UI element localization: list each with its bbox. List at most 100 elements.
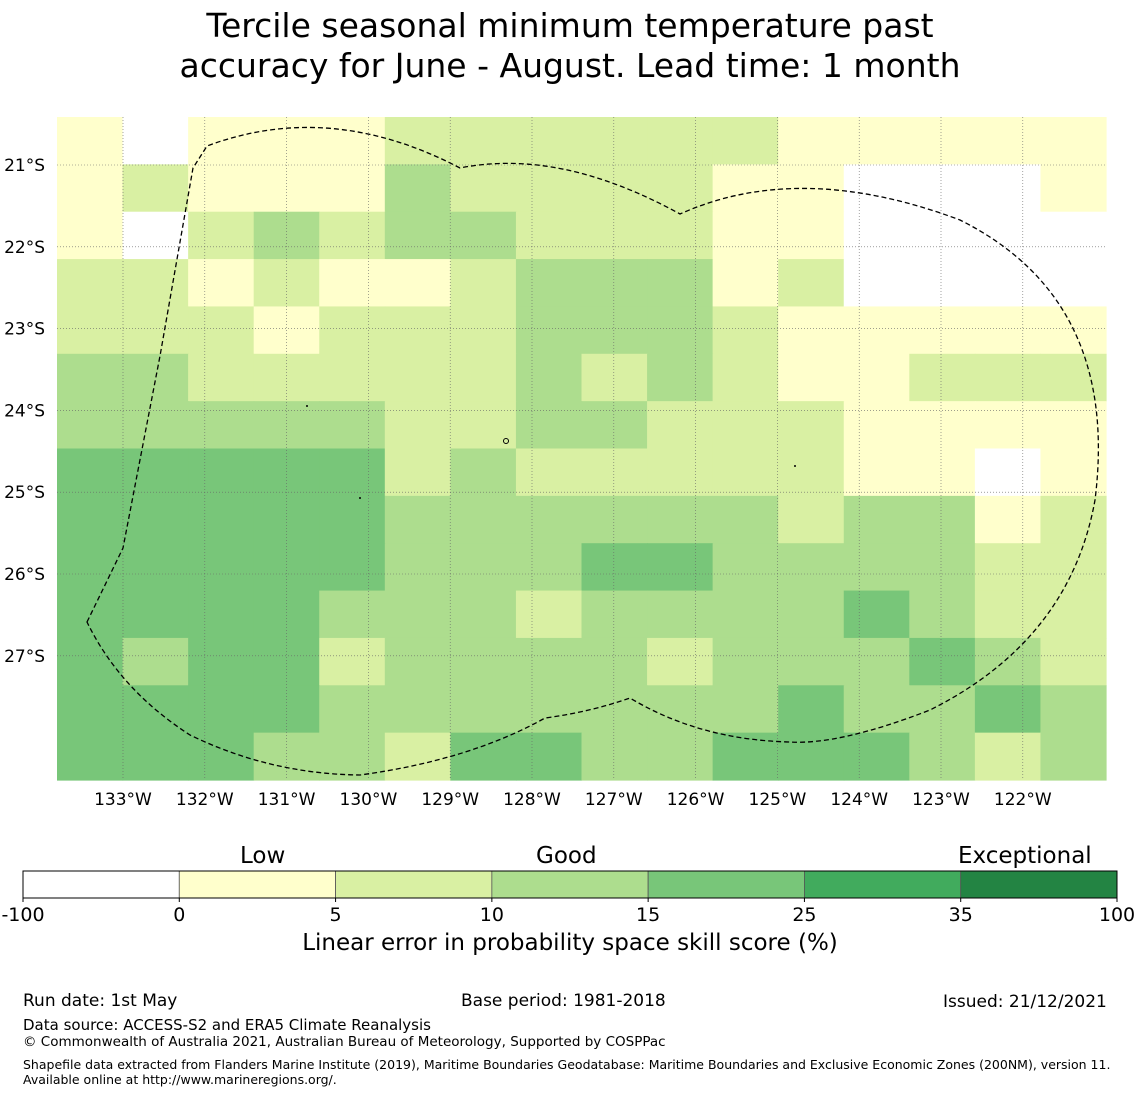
grid-cell [778,259,845,308]
colorbar-segment [335,870,493,899]
grid-cell [647,543,714,592]
grid-cell [974,306,1042,355]
grid-cell [843,732,910,781]
grid-cell [515,306,583,355]
grid-cell [319,543,386,592]
grid-cell [843,259,910,308]
colorbar-segment [22,870,180,899]
latitude-label: 23°S [4,320,45,340]
grid-cell [843,685,910,734]
grid-cell [1040,259,1107,308]
grid-cell [909,117,976,165]
grid-cell [515,685,583,734]
colorbar-tick-label: 15 [636,904,660,926]
skill-grid [57,117,1107,781]
colorbar-segment [804,870,962,899]
grid-cell [450,164,517,213]
grid-cell [909,164,976,213]
grid-cell [57,495,124,544]
grid-cell [778,637,845,686]
grid-cell [1040,590,1107,639]
island [503,438,509,444]
grid-cell [712,543,779,592]
latitude-label: 24°S [4,401,45,421]
grid-cell [647,732,714,781]
grid-cell [384,117,451,165]
grid-cell [843,117,910,165]
grid-cell [581,685,648,734]
grid-cell [319,637,386,686]
graticule [57,117,1106,780]
grid-cell [909,211,976,260]
longitude-label: 126°W [667,790,725,810]
grid-cell [384,685,451,734]
grid-cell [778,211,845,260]
grid-cell [581,306,648,355]
grid-cell [581,448,648,497]
grid-cell [647,164,714,213]
grid-cell [1040,543,1107,592]
latitude-labels: 21°S 22°S 23°S 24°S 25°S 26°S 27°S [4,156,45,667]
grid-cell [319,164,386,213]
grid-cell [909,495,976,544]
grid-cell [188,732,255,781]
grid-cell [515,164,583,213]
latitude-label: 27°S [4,647,45,667]
longitude-labels: 133°W 132°W 131°W 130°W 129°W 128°W 127°W 126°W… [94,790,1052,810]
colorbar-tick-label: 0 [173,904,185,926]
grid-cell [122,306,189,355]
latitude-label: 21°S [4,156,45,176]
grid-cell [647,306,714,355]
run-date: Run date: 1st May [23,991,178,1011]
grid-cell [515,211,583,260]
grid-cell [384,590,451,639]
grid-cell [122,117,189,165]
grid-cell [450,117,517,165]
grid-cell [778,117,845,165]
grid-cell [515,732,583,781]
grid-cell [384,306,451,355]
longitude-label: 129°W [421,790,479,810]
grid-cell [122,448,189,497]
grid-cell [319,353,386,402]
grid-cell [384,495,451,544]
longitude-label: 131°W [258,790,316,810]
grid-cell [122,590,189,639]
issued-date: Issued: 21/12/2021 [943,992,1107,1012]
grid-cell [1040,211,1107,260]
grid-cell [1040,685,1107,734]
grid-cell [122,211,189,260]
grid-cell [450,306,517,355]
grid-cell [974,211,1042,260]
grid-cell [188,590,255,639]
grid-cell [57,164,124,213]
grid-cell [450,590,517,639]
colorbar: -100 0 5 10 15 25 35 100 [1,870,1135,926]
grid-cell [974,732,1042,781]
grid-cell [57,685,124,734]
colorbar-segment [178,870,336,899]
grid-cell [647,685,714,734]
grid-cell [581,117,648,165]
grid-cell [450,211,517,260]
colorbar-tick-label: 35 [949,904,973,926]
longitude-label: 123°W [912,790,970,810]
grid-cell [450,259,517,308]
grid-cell [974,637,1042,686]
longitude-label: 125°W [749,790,807,810]
grid-cell [384,211,451,260]
colorbar-frame [22,870,1118,899]
grid-cell [974,117,1042,165]
grid-cell [712,164,779,213]
copyright: © Commonwealth of Australia 2021, Austra… [23,1034,666,1050]
grid-cell [319,211,386,260]
longitude-label: 128°W [503,790,561,810]
grid-cell [974,259,1042,308]
grid-cell [450,685,517,734]
grid-cell [909,448,976,497]
colorbar-label-exceptional: Exceptional [958,843,1092,869]
grid-cell [581,543,648,592]
grid-cell [450,401,517,450]
grid-cell [1040,732,1107,781]
grid-cell [778,448,845,497]
